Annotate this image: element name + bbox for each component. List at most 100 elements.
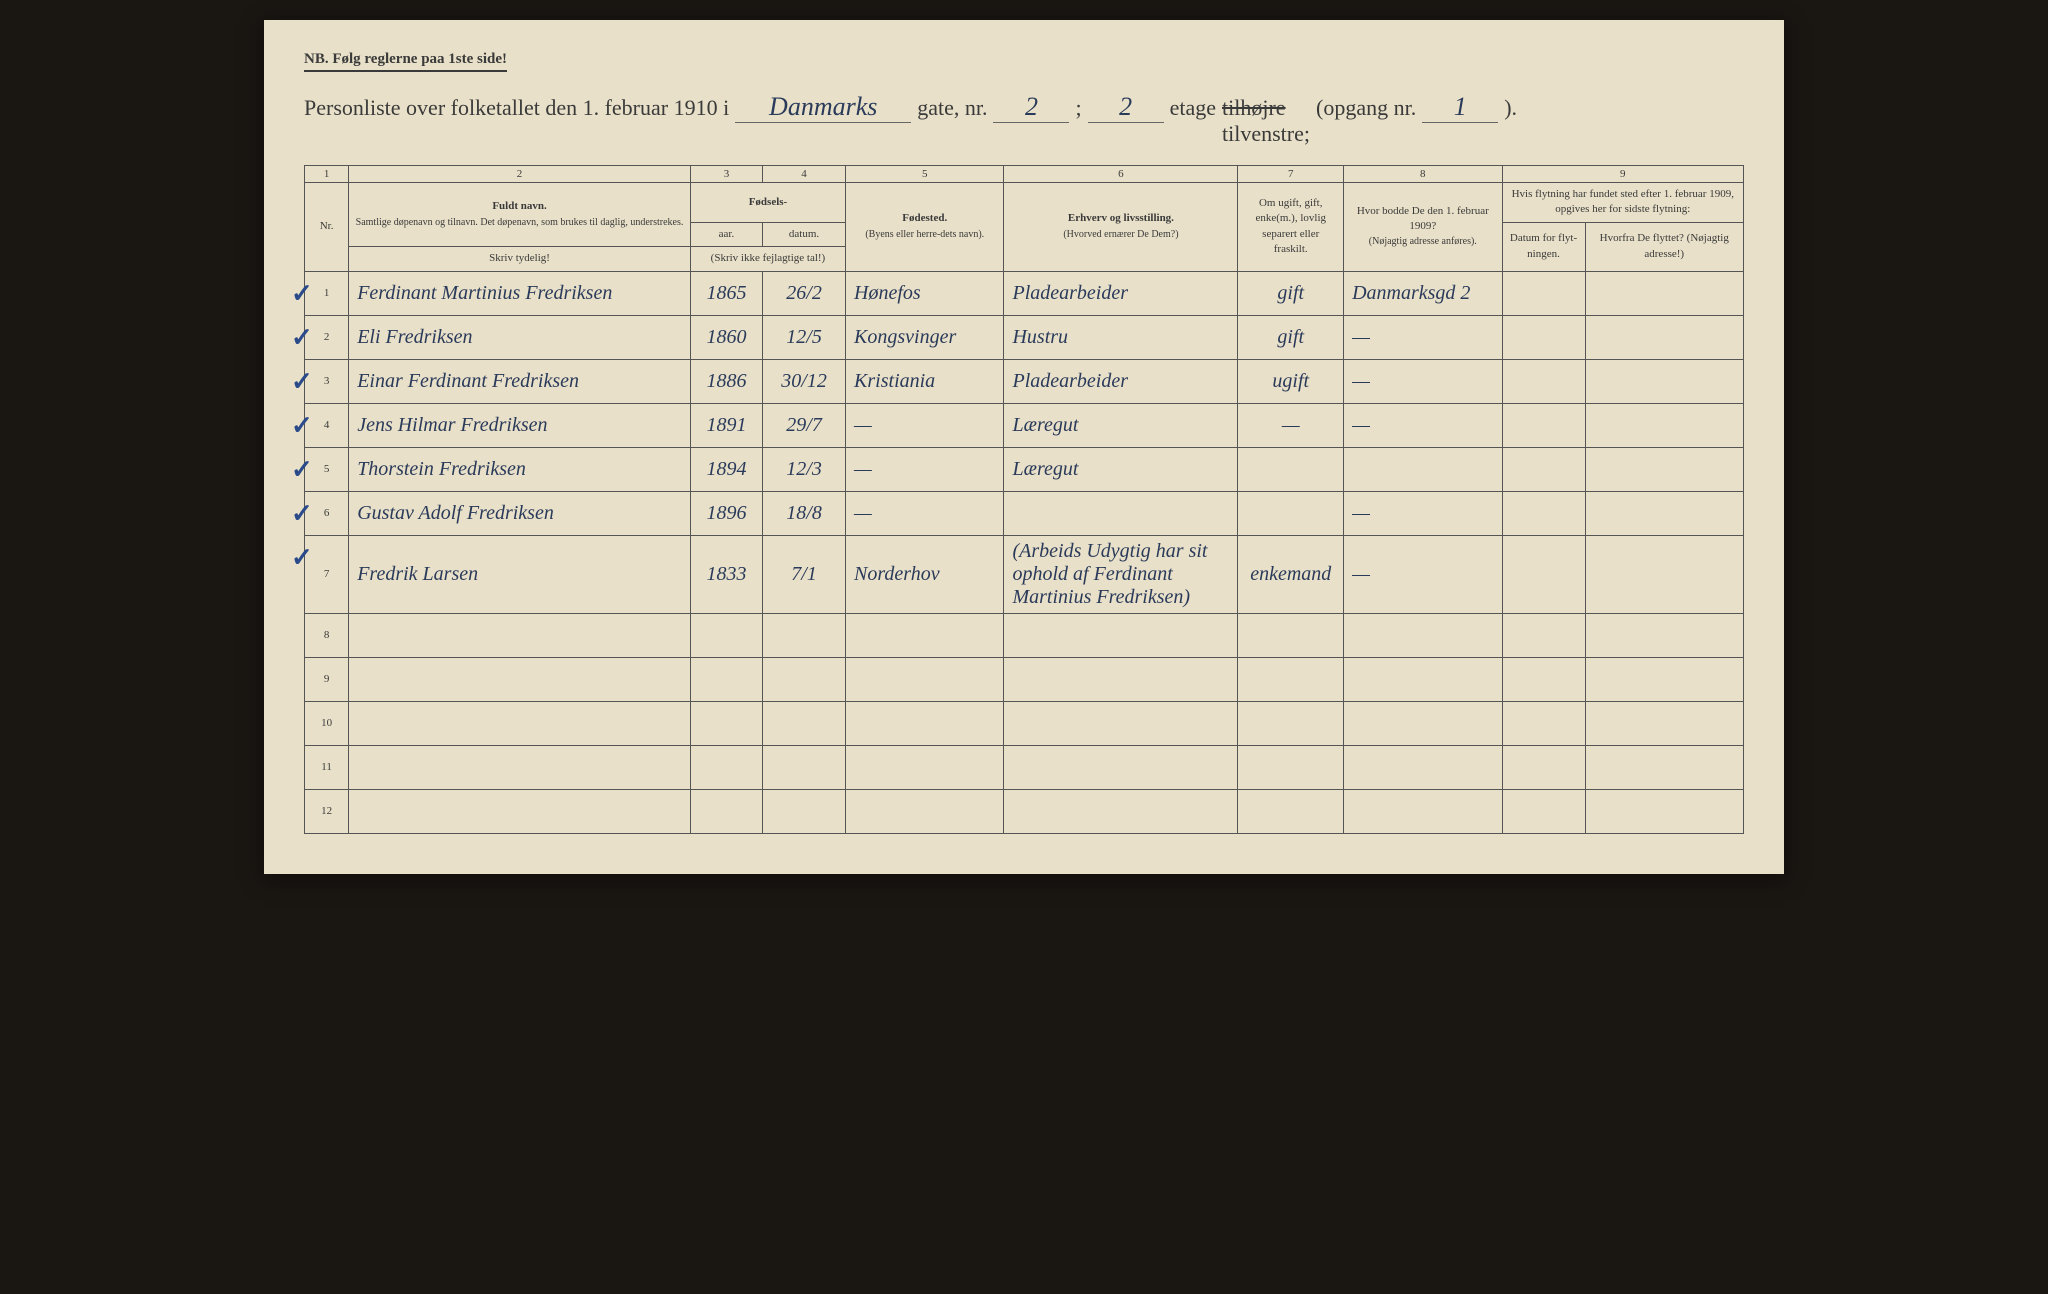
cell-year: 1886 (690, 359, 762, 403)
cell-date (763, 789, 846, 833)
checkmark-icon: ✓ (291, 410, 313, 441)
cell-move-from (1585, 745, 1744, 789)
opgang-number: 1 (1422, 92, 1498, 123)
cell-prev-address (1344, 613, 1502, 657)
cell-prev-address: — (1344, 491, 1502, 535)
cell-date: 29/7 (763, 403, 846, 447)
cell-name (349, 613, 691, 657)
cell-marital (1238, 491, 1344, 535)
cell-date (763, 745, 846, 789)
cell-year (690, 657, 762, 701)
row-number: 11 (305, 745, 349, 789)
cell-name: Thorstein Fredriksen (349, 447, 691, 491)
floor-number: 2 (1088, 92, 1164, 123)
cell-move-date (1502, 359, 1585, 403)
row-number: 8 (305, 613, 349, 657)
table-row: 9 (305, 657, 1744, 701)
row-number: 9 (305, 657, 349, 701)
cell-birthplace: Kristiania (846, 359, 1004, 403)
row-number: ✓7 (305, 535, 349, 613)
census-table: 1 2 3 4 5 6 7 8 9 Nr. Fuldt navn. Samtli… (304, 165, 1744, 834)
checkmark-icon: ✓ (291, 322, 313, 353)
cell-move-from (1585, 271, 1744, 315)
row-number: ✓4 (305, 403, 349, 447)
cell-prev-address (1344, 789, 1502, 833)
cell-year: 1894 (690, 447, 762, 491)
colnum-7: 7 (1238, 166, 1344, 183)
cell-date: 26/2 (763, 271, 846, 315)
cell-move-date (1502, 657, 1585, 701)
cell-move-from (1585, 447, 1744, 491)
cell-prev-address: — (1344, 403, 1502, 447)
cell-prev-address: — (1344, 359, 1502, 403)
checkmark-icon: ✓ (291, 454, 313, 485)
cell-date: 7/1 (763, 535, 846, 613)
cell-occupation (1004, 745, 1238, 789)
hdr-name-title: Fuldt navn. (492, 200, 546, 212)
cell-date: 30/12 (763, 359, 846, 403)
hdr-move-from: Hvorfra De flyttet? (Nøjagtig adresse!) (1585, 222, 1744, 271)
cell-marital: gift (1238, 315, 1344, 359)
cell-occupation: Læregut (1004, 403, 1238, 447)
side-value: tilvenstre; (1222, 121, 1310, 146)
cell-birthplace (846, 745, 1004, 789)
title-close: ). (1504, 95, 1517, 121)
row-number: 12 (305, 789, 349, 833)
cell-date: 12/3 (763, 447, 846, 491)
cell-occupation: (Arbeids Udygtig har sit ophold af Ferdi… (1004, 535, 1238, 613)
cell-birthplace: Hønefos (846, 271, 1004, 315)
gate-label: gate, nr. (917, 95, 987, 121)
table-row: ✓5Thorstein Fredriksen189412/3—Læregut (305, 447, 1744, 491)
hdr-name: Fuldt navn. Samtlige døpenavn og tilnavn… (349, 183, 691, 247)
cell-move-date (1502, 271, 1585, 315)
nb-instruction: NB. Følg reglerne paa 1ste side! (304, 51, 507, 72)
cell-move-date (1502, 745, 1585, 789)
cell-occupation: Pladearbeider (1004, 359, 1238, 403)
cell-birthplace (846, 701, 1004, 745)
cell-move-from (1585, 491, 1744, 535)
cell-year (690, 701, 762, 745)
table-row: 11 (305, 745, 1744, 789)
cell-year: 1865 (690, 271, 762, 315)
cell-date: 12/5 (763, 315, 846, 359)
cell-birthplace (846, 657, 1004, 701)
cell-date: 18/8 (763, 491, 846, 535)
row-number: ✓3 (305, 359, 349, 403)
colnum-3: 3 (690, 166, 762, 183)
hdr-prev-address: Hvor bodde De den 1. februar 1909? (Nøja… (1344, 183, 1502, 272)
cell-move-date (1502, 447, 1585, 491)
header-row-1: Nr. Fuldt navn. Samtlige døpenavn og til… (305, 183, 1744, 223)
cell-move-from (1585, 701, 1744, 745)
colnum-5: 5 (846, 166, 1004, 183)
cell-year: 1860 (690, 315, 762, 359)
hdr-nr: Nr. (305, 183, 349, 272)
cell-move-from (1585, 535, 1744, 613)
cell-birthplace: — (846, 447, 1004, 491)
cell-date (763, 657, 846, 701)
cell-year: 1833 (690, 535, 762, 613)
cell-name: Jens Hilmar Fredriksen (349, 403, 691, 447)
table-row: 12 (305, 789, 1744, 833)
hdr-move-date: Datum for flyt-ningen. (1502, 222, 1585, 271)
colnum-4: 4 (763, 166, 846, 183)
checkmark-icon: ✓ (291, 542, 313, 573)
row-number: ✓6 (305, 491, 349, 535)
cell-move-date (1502, 403, 1585, 447)
cell-prev-address (1344, 745, 1502, 789)
cell-year (690, 745, 762, 789)
cell-marital (1238, 745, 1344, 789)
cell-marital (1238, 701, 1344, 745)
cell-occupation (1004, 613, 1238, 657)
cell-birthplace: — (846, 403, 1004, 447)
cell-name: Gustav Adolf Fredriksen (349, 491, 691, 535)
title-prefix: Personliste over folketallet den 1. febr… (304, 95, 729, 121)
table-row: ✓4Jens Hilmar Fredriksen189129/7—Læregut… (305, 403, 1744, 447)
cell-marital: — (1238, 403, 1344, 447)
cell-move-date (1502, 789, 1585, 833)
cell-year: 1891 (690, 403, 762, 447)
cell-name: Fredrik Larsen (349, 535, 691, 613)
row-number: 10 (305, 701, 349, 745)
hdr-move: Hvis flytning har fundet sted efter 1. f… (1502, 183, 1743, 223)
cell-move-date (1502, 491, 1585, 535)
cell-year: 1896 (690, 491, 762, 535)
